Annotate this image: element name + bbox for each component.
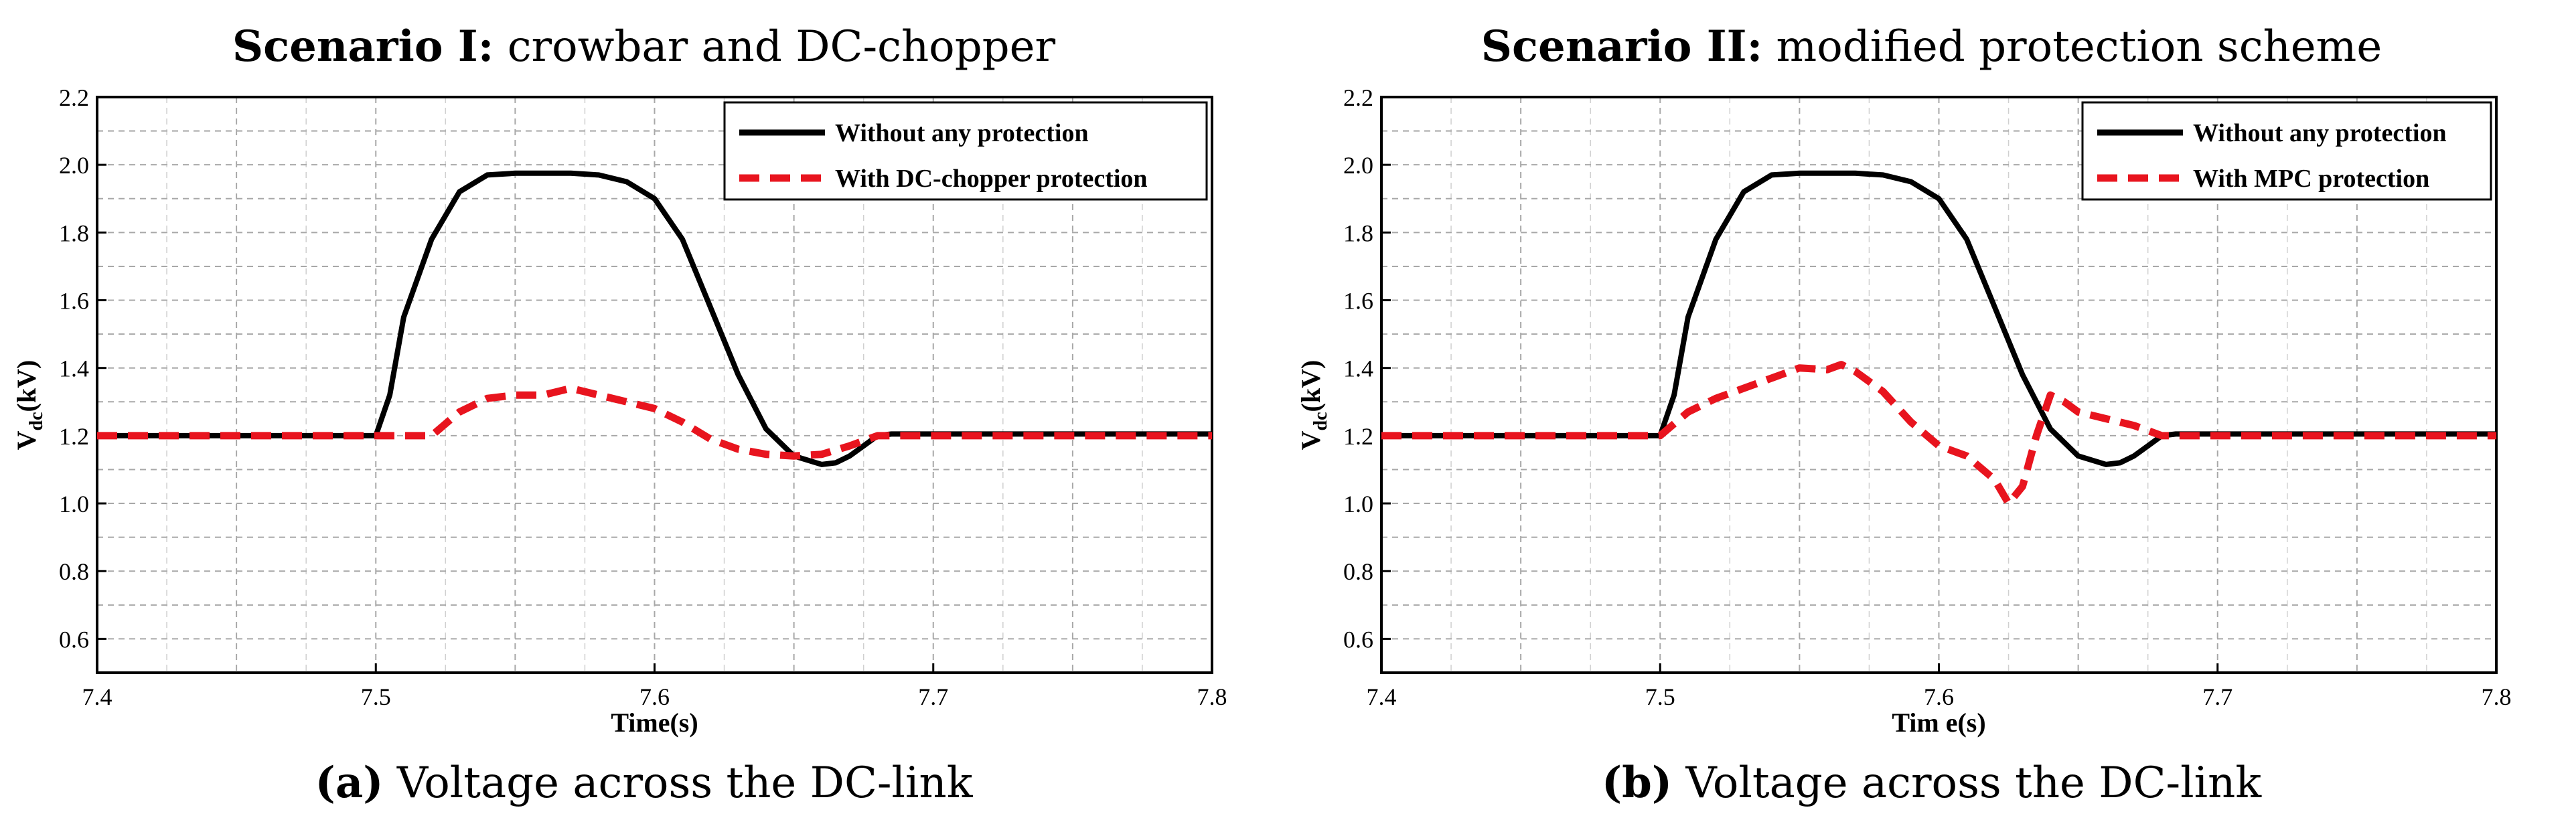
x-tick-label: 7.5 bbox=[361, 683, 391, 710]
x-tick-label: 7.6 bbox=[639, 683, 670, 710]
series-line-with-protection bbox=[1381, 361, 2496, 507]
y-tick-label: 2.2 bbox=[59, 84, 89, 111]
y-tick-label: 1.8 bbox=[1343, 220, 1373, 246]
legend: Without any protection With DC-chopper pr… bbox=[723, 101, 1208, 201]
y-axis-label: Vdc(kV) bbox=[1296, 360, 1331, 450]
caption-label: (b) bbox=[1601, 758, 1673, 808]
line-chart-a: 7.4 7.5 7.6 7.7 7.8 0.6 0.8 1.0 1.2 1.4 1.6 1.8 2.0 2… bbox=[11, 84, 1227, 738]
x-tick-label: 7.7 bbox=[918, 683, 948, 710]
y-tick-label: 1.4 bbox=[1343, 355, 1373, 382]
panel-title-rest: modified protection scheme bbox=[1762, 22, 2382, 72]
x-tick-label: 7.8 bbox=[1197, 683, 1227, 710]
legend: Without any protection With MPC protectio… bbox=[2081, 101, 2492, 201]
y-tick-label: 2.0 bbox=[59, 152, 89, 179]
y-axis-label-main: V bbox=[11, 430, 42, 450]
legend-label: Without any protection bbox=[835, 119, 1089, 147]
legend-box bbox=[2081, 101, 2492, 201]
y-axis-label-main: V bbox=[1296, 430, 1326, 450]
panel-title-bold: Scenario I: bbox=[232, 21, 494, 72]
y-tick-label: 0.6 bbox=[59, 626, 89, 653]
y-tick-label: 2.2 bbox=[1343, 84, 1373, 111]
y-axis-label-unit: (kV) bbox=[11, 360, 42, 412]
x-tick-label: 7.4 bbox=[1367, 683, 1397, 710]
y-axis-label-sub: dc bbox=[26, 412, 47, 430]
y-tick-label: 1.2 bbox=[1343, 423, 1373, 450]
legend-box bbox=[723, 101, 1208, 201]
x-tick-label: 7.5 bbox=[1645, 683, 1675, 710]
y-axis-label-sub: dc bbox=[1310, 412, 1331, 430]
y-tick-label: 1.8 bbox=[59, 220, 89, 246]
y-tick-label: 0.8 bbox=[59, 558, 89, 585]
legend-label: Without any protection bbox=[2193, 119, 2447, 147]
series-line-without-protection bbox=[1381, 170, 2496, 467]
line-chart-b: 7.4 7.5 7.6 7.7 7.8 0.6 0.8 1.0 1.2 1.4 1.6 1.8 2.0 2… bbox=[1296, 84, 2512, 738]
caption-label: (a) bbox=[315, 758, 384, 808]
series-group bbox=[97, 170, 1212, 467]
caption-text: Voltage across the DC-link bbox=[383, 758, 973, 808]
panel-title-bold: Scenario II: bbox=[1481, 21, 1763, 72]
y-tick-label: 2.0 bbox=[1343, 152, 1373, 179]
y-tick-label: 0.8 bbox=[1343, 558, 1373, 585]
series-group bbox=[1381, 170, 2496, 507]
figure-caption: (b) Voltage across the DC-link bbox=[1288, 753, 2575, 813]
panel-title: Scenario I: crowbar and DC-chopper bbox=[0, 13, 1288, 80]
x-tick-label: 7.4 bbox=[82, 683, 112, 710]
x-axis-label: Tim e(s) bbox=[1892, 708, 1985, 738]
x-tick-label: 7.6 bbox=[1924, 683, 1954, 710]
figure-caption: (a) Voltage across the DC-link bbox=[0, 753, 1288, 813]
y-tick-label: 1.0 bbox=[1343, 491, 1373, 517]
x-axis-label: Time(s) bbox=[611, 708, 698, 738]
y-tick-label: 1.2 bbox=[59, 423, 89, 450]
legend-label: With DC-chopper protection bbox=[835, 165, 1148, 193]
panel-title-rest: crowbar and DC-chopper bbox=[494, 22, 1056, 72]
y-tick-label: 0.6 bbox=[1343, 626, 1373, 653]
caption-text: Voltage across the DC-link bbox=[1672, 758, 2262, 808]
y-axis-label-unit: (kV) bbox=[1296, 360, 1326, 412]
y-tick-label: 1.4 bbox=[59, 355, 89, 382]
x-tick-label: 7.8 bbox=[2482, 683, 2512, 710]
series-line-with-protection bbox=[97, 384, 1212, 460]
x-tick-label: 7.7 bbox=[2202, 683, 2232, 710]
panel-a: Scenario I: crowbar and DC-chopper 7.4 7.… bbox=[0, 13, 1288, 813]
y-tick-label: 1.6 bbox=[1343, 288, 1373, 315]
legend-label: With MPC protection bbox=[2193, 165, 2429, 193]
y-axis-label: Vdc(kV) bbox=[11, 360, 47, 450]
panel-title: Scenario II: modified protection scheme bbox=[1288, 13, 2575, 80]
series-line-without-protection bbox=[97, 170, 1212, 467]
y-tick-label: 1.6 bbox=[59, 288, 89, 315]
y-tick-label: 1.0 bbox=[59, 491, 89, 517]
panel-b: Scenario II: modified protection scheme … bbox=[1288, 0, 2575, 828]
